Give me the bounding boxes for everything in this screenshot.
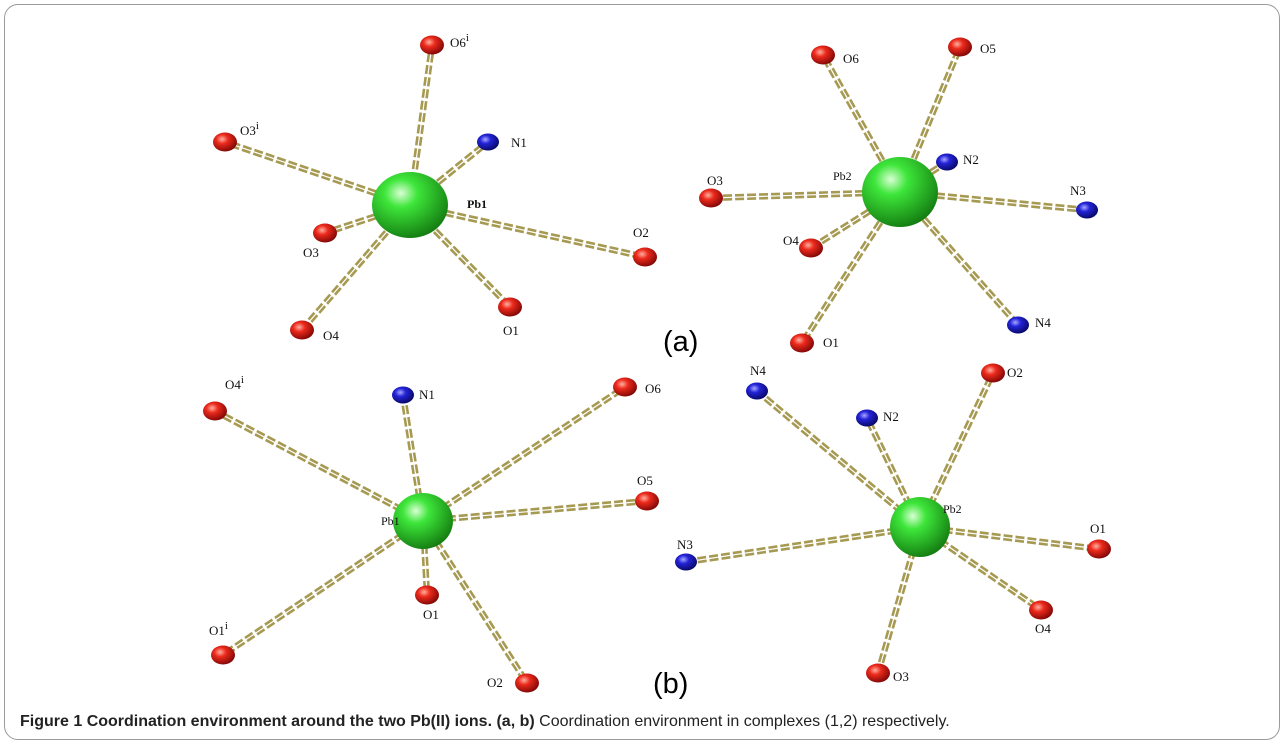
- oxygen-atom-a-pb2-o1: [790, 333, 814, 353]
- bond-b-pb1-o6: [421, 384, 627, 524]
- atom-label-b-pb1-o1: O1: [423, 607, 439, 622]
- atom-label-a-pb2-o4: O4: [783, 233, 799, 248]
- bonds-layer: [213, 44, 1100, 685]
- oxygen-atom-a-pb2-o5: [948, 37, 972, 57]
- panel-label-b: (b): [653, 668, 688, 700]
- atom-label-a-pb1-o2: O2: [633, 225, 649, 240]
- oxygen-atom-b-pb1-o5: [635, 491, 659, 511]
- nitrogen-atom-b-pb2-n3: [675, 553, 697, 571]
- atom-label-a-pb1-o4: O4: [323, 328, 339, 343]
- oxygen-atom-a-pb2-o3: [699, 188, 723, 208]
- atom-label-b-pb2-n3: N3: [677, 537, 693, 552]
- nitrogen-atom-b-pb2-n4: [746, 382, 768, 400]
- oxygen-atom-b-pb2-o4: [1029, 600, 1053, 620]
- atom-label-a-pb2-o3: O3: [707, 173, 723, 188]
- lead-atom-a-pb1: [372, 172, 448, 238]
- bond-b-pb1-n1: [399, 394, 427, 522]
- oxygen-atom-b-pb1-o4-i: [203, 401, 227, 421]
- lead-label-b-pb1: Pb1: [381, 514, 400, 528]
- atom-label-b-pb1-o5: O5: [637, 473, 653, 488]
- oxygen-atom-a-pb1-o4: [290, 320, 314, 340]
- nitrogen-atom-a-pb2-n2: [936, 153, 958, 171]
- oxygen-atom-b-pb2-o1: [1087, 539, 1111, 559]
- atom-label-a-pb1-o6-i: O6i: [450, 32, 469, 50]
- bond-b-pb1-o2: [420, 519, 530, 685]
- figure-frame: O6i O3i N1 O3 O2 O4 O1 Pb1 O6 O5 O3 N2 N3 O4 O1 N4 Pb2 O4…: [4, 4, 1280, 740]
- atom-label-a-pb2-n2: N2: [963, 152, 979, 167]
- caption-text: Coordination environment in complexes (1…: [539, 713, 950, 730]
- atom-label-a-pb1-n1: N1: [511, 135, 527, 150]
- atom-label-b-pb2-o1: O1: [1090, 521, 1106, 536]
- lead-atom-b-pb1: [393, 493, 453, 549]
- bond-b-pb2-n4: [754, 388, 923, 530]
- bond-b-pb2-o1: [919, 523, 1100, 553]
- bond-b-pb1-o1-i: [221, 518, 425, 658]
- atom-label-b-pb2-o4: O4: [1035, 621, 1051, 636]
- atom-label-b-pb2-o3: O3: [893, 669, 909, 684]
- nitrogen-atom-a-pb2-n3: [1076, 201, 1098, 219]
- atom-label-a-pb2-o6: O6: [843, 51, 859, 66]
- oxygen-atom-a-pb1-o6-i: [420, 35, 444, 55]
- atom-label-b-pb1-n1: N1: [419, 387, 435, 402]
- oxygen-atom-a-pb1-o3: [313, 223, 337, 243]
- nitrogen-atom-b-pb1-n1: [392, 386, 414, 404]
- figure-caption: Figure 1 Coordination environment around…: [20, 713, 950, 731]
- nitrogen-atom-a-pb1-n1: [477, 133, 499, 151]
- coordination-diagram: O6i O3i N1 O3 O2 O4 O1 Pb1 O6 O5 O3 N2 N3 O4 O1 N4 Pb2 O4…: [203, 32, 1111, 700]
- atom-label-a-pb1-o3-i: O3i: [240, 120, 259, 138]
- atom-label-a-pb2-n4: N4: [1035, 315, 1051, 330]
- bond-b-pb1-o4-i: [213, 408, 425, 524]
- bond-b-pb2-n3: [685, 523, 921, 566]
- atoms-layer: [203, 35, 1111, 693]
- nitrogen-atom-b-pb2-n2: [856, 409, 878, 427]
- atom-label-b-pb1-o4-i: O4i: [225, 374, 244, 392]
- caption-figure-label: Figure 1: [20, 713, 83, 730]
- oxygen-atom-a-pb2-o4: [799, 238, 823, 258]
- lead-label-a-pb2: Pb2: [833, 169, 852, 183]
- atom-label-a-pb1-o3: O3: [303, 245, 319, 260]
- nitrogen-atom-a-pb2-n4: [1007, 316, 1029, 334]
- atom-label-a-pb2-n3: N3: [1070, 183, 1086, 198]
- atom-label-b-pb1-o1-i: O1i: [209, 620, 228, 638]
- oxygen-atom-b-pb2-o3: [866, 663, 890, 683]
- caption-title: Coordination environment around the two …: [86, 713, 493, 730]
- caption-panel-refs: (a, b): [496, 713, 535, 730]
- oxygen-atom-a-pb1-o1: [498, 297, 522, 317]
- lead-atom-a-pb2: [862, 157, 938, 227]
- atom-label-b-pb2-n2: N2: [883, 409, 899, 424]
- atom-label-b-pb2-o2: O2: [1007, 365, 1023, 380]
- atom-label-a-pb1-o1: O1: [503, 323, 519, 338]
- oxygen-atom-a-pb1-o3-i: [213, 132, 237, 152]
- oxygen-atom-b-pb1-o1: [415, 585, 439, 605]
- oxygen-atom-b-pb2-o2: [981, 363, 1005, 383]
- oxygen-atom-b-pb1-o6: [613, 377, 637, 397]
- oxygen-atom-a-pb1-o2: [633, 247, 657, 267]
- lead-label-b-pb2: Pb2: [943, 502, 962, 516]
- lead-atom-b-pb2: [890, 497, 950, 557]
- lead-label-a-pb1: Pb1: [467, 197, 487, 211]
- atom-label-b-pb1-o6: O6: [645, 381, 661, 396]
- oxygen-atom-a-pb2-o6: [811, 45, 835, 65]
- panel-label-a: (a): [663, 326, 698, 358]
- labels-layer: O6i O3i N1 O3 O2 O4 O1 Pb1 O6 O5 O3 N2 N3 O4 O1 N4 Pb2 O4…: [209, 32, 1106, 690]
- oxygen-atom-b-pb1-o2: [515, 673, 539, 693]
- bond-a-pb1-o2: [409, 201, 646, 261]
- atom-label-a-pb2-o5: O5: [980, 41, 996, 56]
- atom-label-b-pb2-n4: N4: [750, 363, 766, 378]
- bond-b-pb1-o5: [422, 497, 648, 525]
- atom-label-a-pb2-o1: O1: [823, 335, 839, 350]
- atom-label-b-pb1-o2: O2: [487, 675, 503, 690]
- oxygen-atom-b-pb1-o1-i: [211, 645, 235, 665]
